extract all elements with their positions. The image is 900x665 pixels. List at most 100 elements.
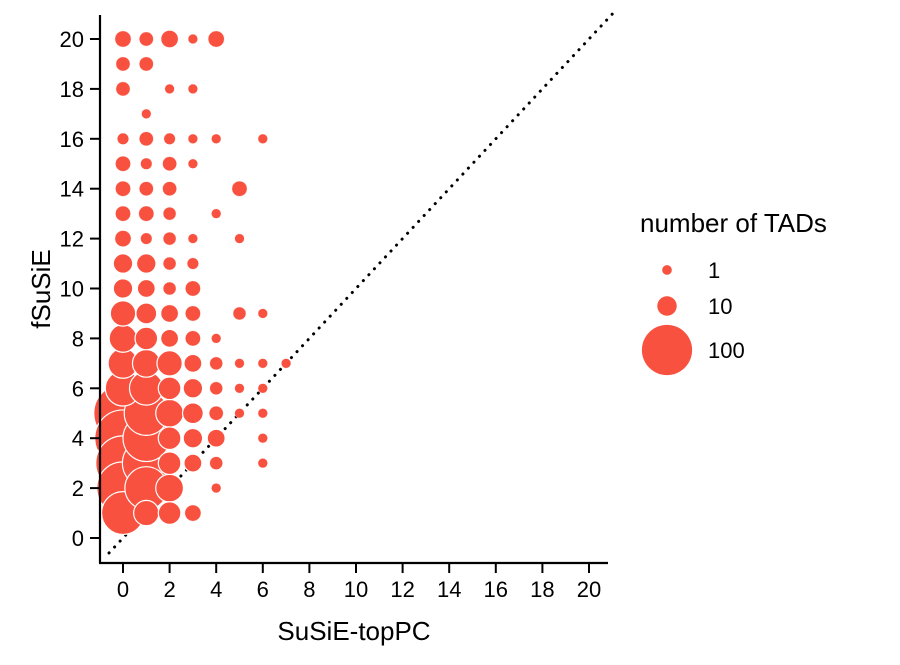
data-point <box>135 302 158 325</box>
data-point <box>115 205 131 222</box>
reference-line-layer <box>107 12 614 555</box>
data-point <box>257 408 268 419</box>
y-tick-label: 16 <box>60 127 84 152</box>
data-point <box>208 405 224 421</box>
data-point <box>187 233 198 244</box>
data-point <box>157 376 182 401</box>
y-tick-label: 10 <box>60 277 84 302</box>
legend-key <box>641 324 693 376</box>
data-point <box>209 356 223 371</box>
data-point <box>115 155 131 172</box>
data-point <box>234 383 245 394</box>
data-point <box>115 81 131 97</box>
x-tick-label: 2 <box>163 577 175 602</box>
data-point <box>234 358 245 369</box>
data-point <box>138 56 154 72</box>
data-point <box>138 31 154 47</box>
x-tick-label: 4 <box>210 577 222 602</box>
data-point <box>234 408 245 419</box>
data-point <box>257 308 268 319</box>
data-point <box>232 306 247 321</box>
x-ticks-layer: 0 2 4 6 8 10 12 14 16 18 20 <box>117 564 601 602</box>
legend-key <box>657 296 677 316</box>
y-tick-label: 20 <box>60 27 84 52</box>
data-point <box>182 377 204 399</box>
x-tick-label: 8 <box>303 577 315 602</box>
data-point <box>257 133 268 144</box>
data-point <box>138 205 155 222</box>
data-point <box>183 353 203 373</box>
data-point <box>206 428 226 448</box>
data-point <box>186 257 199 270</box>
data-point <box>187 158 198 169</box>
data-point <box>185 280 201 297</box>
data-point <box>155 473 185 503</box>
data-point <box>211 208 222 219</box>
x-tick-label: 6 <box>257 577 269 602</box>
data-point <box>117 132 129 145</box>
y-tick-label: 6 <box>72 376 84 401</box>
data-point <box>108 323 138 353</box>
legend-label: 1 <box>708 258 720 283</box>
data-point <box>160 30 179 48</box>
y-tick-label: 0 <box>72 526 84 551</box>
data-point <box>115 180 131 197</box>
data-point <box>281 358 292 369</box>
data-point <box>164 83 175 94</box>
data-point <box>138 131 154 147</box>
y-tick-label: 18 <box>60 77 84 102</box>
data-point <box>155 398 185 428</box>
axes-layer <box>98 15 608 565</box>
y-axis-label: fSuSiE <box>26 249 56 329</box>
data-point <box>138 181 154 196</box>
data-point <box>183 453 203 473</box>
data-point <box>135 253 157 274</box>
points-layer <box>93 30 292 536</box>
data-point <box>133 499 160 527</box>
legend-key <box>662 265 672 275</box>
data-point <box>115 56 131 72</box>
data-point <box>187 133 198 144</box>
data-point <box>181 402 204 425</box>
legend-entries: 1 10 100 <box>641 258 745 376</box>
data-point <box>162 256 177 271</box>
data-point <box>163 132 176 145</box>
data-point <box>184 504 202 522</box>
y-tick-label: 12 <box>60 227 84 252</box>
data-point <box>131 348 161 378</box>
x-tick-label: 14 <box>437 577 461 602</box>
data-point <box>185 330 201 347</box>
data-point <box>257 383 268 394</box>
data-point <box>140 157 153 170</box>
reference-line-diagonal <box>107 12 614 555</box>
data-point <box>114 30 132 48</box>
data-point <box>109 300 137 327</box>
data-point <box>185 305 201 322</box>
legend: number of TADs 1 10 100 <box>640 208 827 376</box>
x-tick-label: 18 <box>530 577 554 602</box>
data-point <box>112 253 134 274</box>
data-point <box>157 501 182 525</box>
legend-label: 10 <box>708 294 732 319</box>
data-point <box>187 83 198 94</box>
data-point <box>211 133 222 144</box>
data-point <box>182 427 204 449</box>
data-point <box>234 233 245 244</box>
data-point <box>207 30 225 48</box>
data-point <box>187 33 198 45</box>
data-point <box>141 108 152 119</box>
x-axis-label: SuSiE-topPC <box>277 616 430 646</box>
x-tick-label: 10 <box>344 577 368 602</box>
data-point <box>231 180 248 197</box>
data-point <box>162 181 177 196</box>
x-tick-label: 12 <box>390 577 414 602</box>
data-point <box>162 206 177 221</box>
data-point <box>209 381 223 395</box>
data-point <box>140 232 153 245</box>
y-ticks-layer: 0 2 4 6 8 10 12 14 16 18 20 <box>60 27 99 551</box>
legend-title: number of TADs <box>640 208 827 238</box>
data-point <box>257 433 268 444</box>
data-point <box>157 426 182 451</box>
